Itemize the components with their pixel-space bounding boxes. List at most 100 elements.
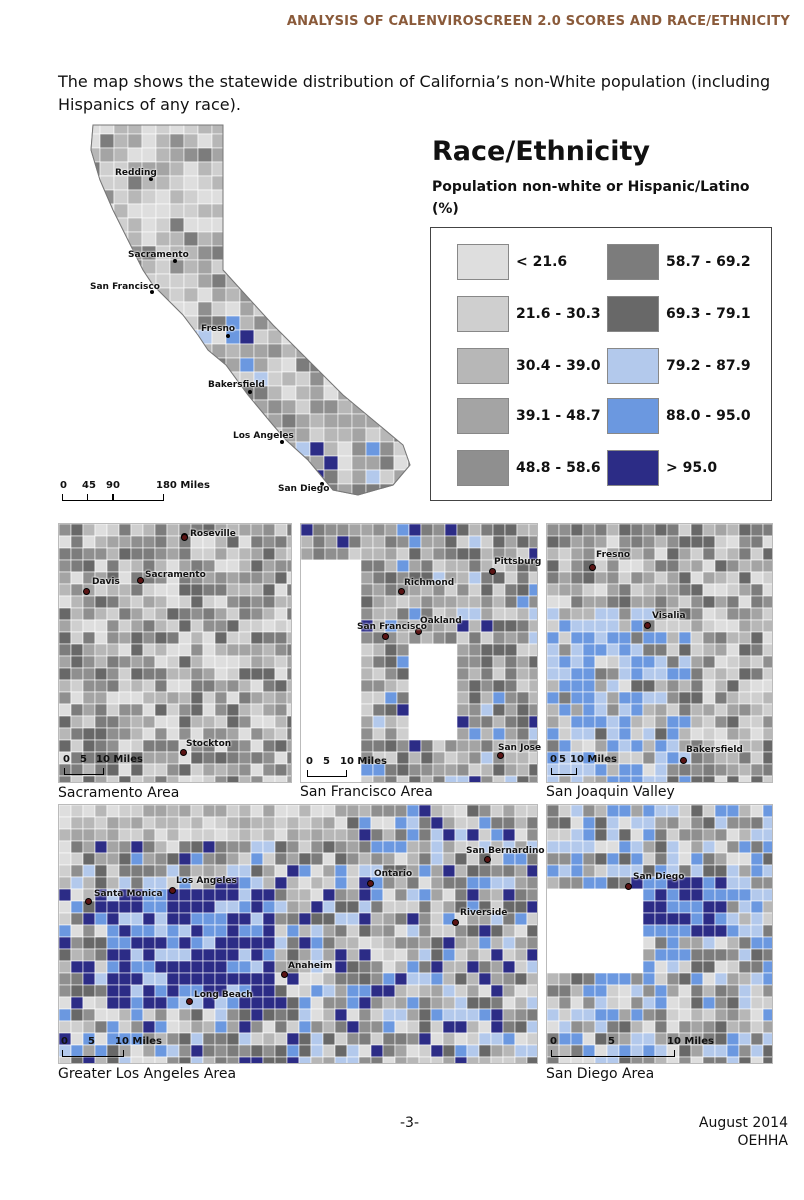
census-tract <box>214 655 228 669</box>
census-tract <box>301 667 314 681</box>
census-tract <box>169 189 185 205</box>
census-tract <box>547 840 560 854</box>
census-tract <box>618 1008 632 1022</box>
census-tract <box>286 900 300 914</box>
census-tract <box>211 231 227 247</box>
census-tract <box>118 1020 132 1034</box>
census-tract <box>430 1008 444 1022</box>
census-tract <box>642 691 656 705</box>
city-dot <box>281 971 288 978</box>
census-tract <box>504 655 518 669</box>
census-tract <box>750 864 764 878</box>
census-tract <box>690 876 704 890</box>
census-tract <box>492 524 506 537</box>
census-tract <box>702 948 716 962</box>
census-tract <box>274 547 288 561</box>
census-tract <box>323 413 339 429</box>
census-tract <box>118 936 132 950</box>
census-tract <box>370 840 384 854</box>
census-tract <box>582 816 596 830</box>
census-tract <box>190 1020 204 1034</box>
census-tract <box>430 840 444 854</box>
census-tract <box>358 972 372 986</box>
census-tract <box>211 469 227 485</box>
census-tract <box>738 924 752 938</box>
city-label-riverside: Riverside <box>460 908 508 918</box>
census-tract <box>406 900 420 914</box>
census-tract <box>113 315 129 331</box>
census-tract <box>202 1056 216 1063</box>
census-tract <box>286 912 300 926</box>
census-tract <box>456 703 470 717</box>
census-tract <box>738 948 752 962</box>
census-tract <box>456 535 470 549</box>
census-tract <box>169 231 185 247</box>
census-tract <box>190 1056 204 1063</box>
census-tract <box>286 571 291 585</box>
census-tract <box>346 1044 360 1058</box>
census-tract <box>358 1008 372 1022</box>
census-tract <box>702 1008 716 1022</box>
census-tract <box>336 715 350 729</box>
census-tract <box>118 876 132 890</box>
census-tract <box>190 667 204 681</box>
census-tract <box>726 607 740 621</box>
census-tract <box>442 840 456 854</box>
census-tract <box>226 924 240 938</box>
census-tract <box>594 679 608 693</box>
census-tract <box>528 703 537 717</box>
census-tract <box>324 607 338 621</box>
census-tract <box>666 996 680 1010</box>
census-tract <box>393 259 409 275</box>
census-tract <box>166 631 180 645</box>
census-tract <box>197 125 213 135</box>
census-tract <box>250 643 264 657</box>
census-tract <box>642 1056 656 1063</box>
census-tract <box>360 691 374 705</box>
census-tract <box>178 619 192 633</box>
legend-label: 79.2 - 87.9 <box>666 358 751 374</box>
census-tract <box>226 715 240 729</box>
census-tract <box>738 547 752 561</box>
census-tract <box>666 715 680 729</box>
census-tract <box>504 583 518 597</box>
census-tract <box>190 775 204 782</box>
census-tract <box>211 413 227 429</box>
census-tract <box>738 631 752 645</box>
census-tract <box>267 231 283 247</box>
census-tract <box>351 315 367 331</box>
census-tract <box>94 816 108 830</box>
census-tract <box>295 329 311 345</box>
census-tract <box>702 1020 716 1034</box>
census-tract <box>70 775 84 782</box>
legend-swatch <box>607 450 659 486</box>
census-tract <box>267 371 283 387</box>
census-tract <box>169 427 185 443</box>
census-tract <box>642 595 656 609</box>
census-tract <box>238 1056 252 1063</box>
census-tract <box>393 357 409 373</box>
census-tract <box>726 679 740 693</box>
census-tract <box>666 912 680 926</box>
census-tract <box>582 583 596 597</box>
census-tract <box>286 996 300 1010</box>
census-tract <box>312 727 326 741</box>
census-tract <box>70 524 84 537</box>
census-tract <box>528 715 537 729</box>
census-tract <box>382 805 396 818</box>
census-tract <box>442 1044 456 1058</box>
census-tract <box>384 559 398 573</box>
census-tract <box>406 972 420 986</box>
census-tract <box>130 840 144 854</box>
census-tract <box>127 399 143 415</box>
census-tract <box>262 619 276 633</box>
census-tract <box>516 631 530 645</box>
census-tract <box>365 343 381 359</box>
census-tract <box>372 643 386 657</box>
census-tract <box>254 498 268 500</box>
census-tract <box>370 936 384 950</box>
census-tract <box>225 245 241 261</box>
census-tract <box>618 727 632 741</box>
census-tract <box>547 535 560 549</box>
census-tract <box>154 864 168 878</box>
